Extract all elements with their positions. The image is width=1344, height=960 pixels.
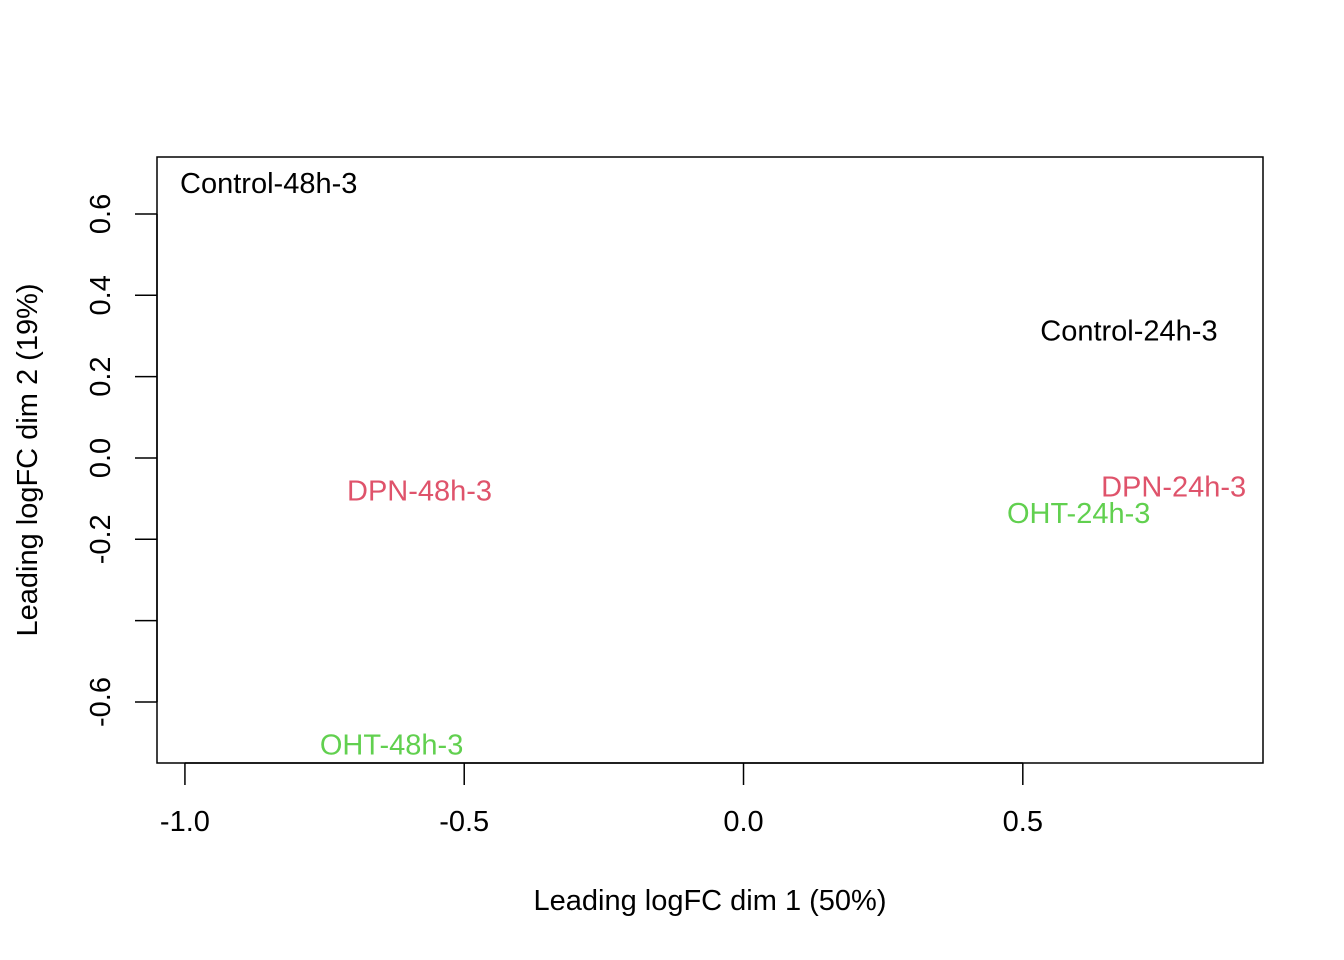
x-tick-label: 0.0: [723, 806, 763, 838]
x-axis-title: Leading logFC dim 1 (50%): [533, 885, 886, 917]
y-tick-label: 0.6: [85, 194, 117, 234]
y-tick-label: 0.2: [85, 356, 117, 396]
x-tick-label: 0.5: [1003, 806, 1043, 838]
plot-frame: [156, 156, 1264, 764]
sample-labels: Control-48h-3 Control-24h-3 DPN-48h-3 DPN-2…: [180, 168, 1246, 762]
sample-label: OHT-48h-3: [320, 730, 463, 762]
y-axis: 0.6 0.4 0.2 0.0 -0.2 -0.6: [85, 194, 158, 727]
sample-label: Control-48h-3: [180, 168, 357, 200]
y-axis-title: Leading logFC dim 2 (19%): [12, 283, 44, 636]
x-tick-label: -1.0: [160, 806, 210, 838]
sample-label: DPN-48h-3: [347, 476, 492, 508]
sample-label: OHT-24h-3: [1007, 498, 1150, 530]
sample-label: DPN-24h-3: [1101, 472, 1246, 504]
y-tick-label: 0.0: [85, 438, 117, 478]
y-tick-label: -0.6: [85, 677, 117, 727]
x-tick-label: -0.5: [439, 806, 489, 838]
x-axis: -1.0 -0.5 0.0 0.5: [160, 762, 1043, 838]
y-tick-label: 0.4: [85, 275, 117, 315]
sample-label: Control-24h-3: [1040, 315, 1217, 347]
y-tick-label: -0.2: [85, 514, 117, 564]
